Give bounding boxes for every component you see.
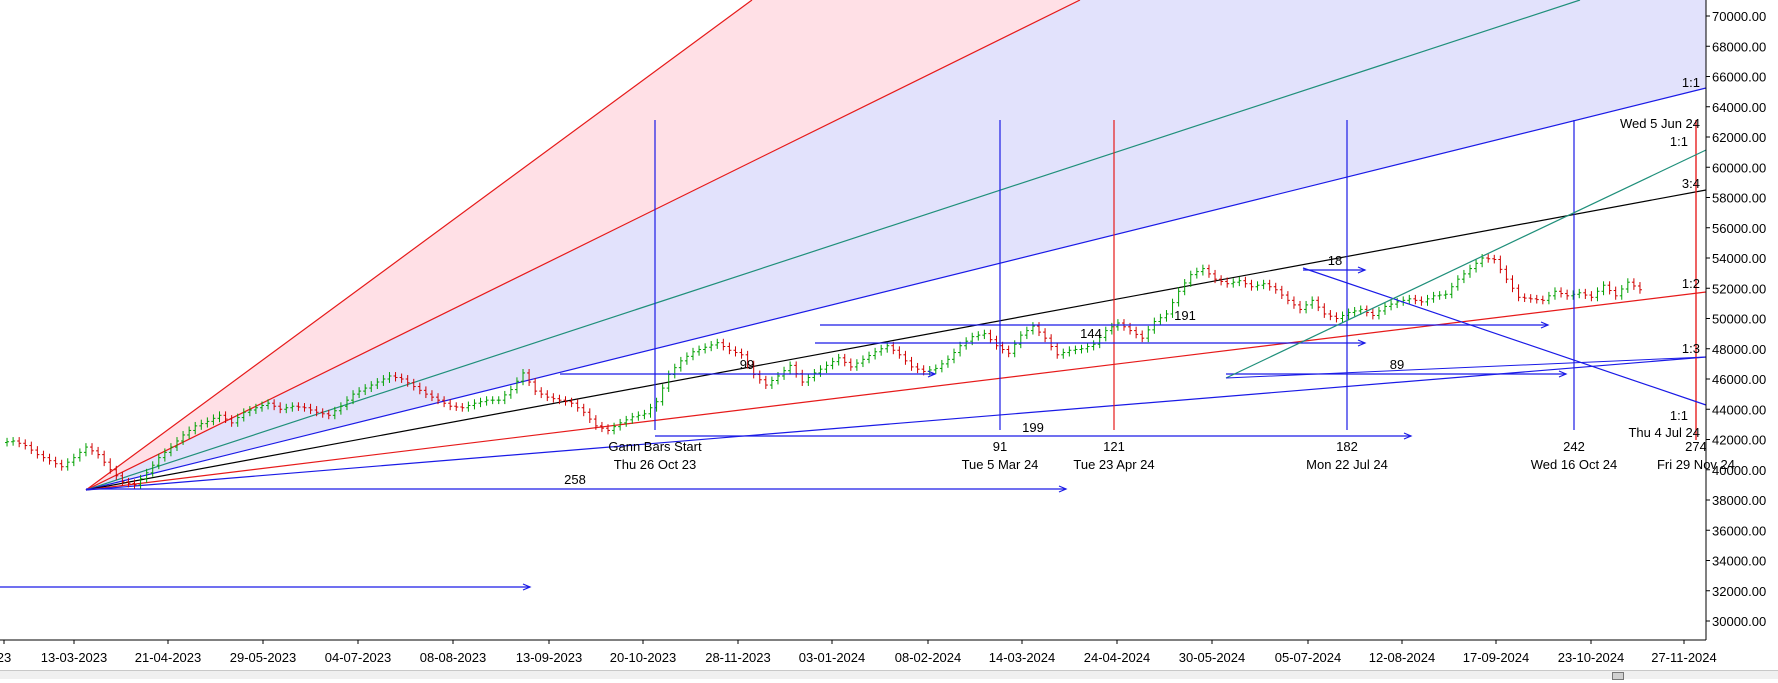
date-tick-label: 05-07-2024: [1275, 650, 1342, 665]
ratio-label: 1:2: [1682, 276, 1700, 291]
date-tick-label: 20-10-2023: [610, 650, 677, 665]
cycle-number-label: 91: [993, 439, 1007, 454]
cycle-number-label: Gann Bars Start: [608, 439, 702, 454]
cycle-date-label: Fri 29 Nov 24: [1657, 457, 1735, 472]
date-tick-label: 21-04-2023: [135, 650, 202, 665]
price-tick-label: 56000.00: [1712, 221, 1766, 236]
annotation-date: Thu 4 Jul 24: [1628, 425, 1700, 440]
date-tick-label: 29-05-2023: [230, 650, 297, 665]
price-tick-label: 66000.00: [1712, 70, 1766, 85]
ratio-label: 1:1: [1670, 408, 1688, 423]
cycle-number-label: 274: [1685, 439, 1707, 454]
cycle-date-label: Mon 22 Jul 24: [1306, 457, 1388, 472]
time-cycle-lines: [654, 120, 1697, 440]
fan-fill-blue: [86, 0, 1706, 490]
price-bars: [5, 254, 1642, 489]
price-tick-label: 34000.00: [1712, 554, 1766, 569]
count-arrow-191-head: [1540, 321, 1550, 329]
trend-line-down-blue: [1302, 267, 1707, 406]
trend-lines: [1225, 149, 1707, 406]
fan-line-1x3: [85, 356, 1707, 491]
ratio-label: 3:4: [1682, 176, 1700, 191]
trend-line-teal-channel: [1225, 149, 1707, 379]
cycle-number-label: 121: [1103, 439, 1125, 454]
price-tick-label: 40000.00: [1712, 463, 1766, 478]
cycle-date-label: Tue 23 Apr 24: [1073, 457, 1154, 472]
date-tick-label: 17-09-2024: [1463, 650, 1530, 665]
trend-line-low: [1225, 356, 1707, 379]
ratio-label: 1:1: [1682, 75, 1700, 90]
date-tick-label: 04-07-2023: [325, 650, 392, 665]
ratio-label: 1:3: [1682, 341, 1700, 356]
date-tick-label: 12-08-2024: [1369, 650, 1436, 665]
scrollbar-thumb[interactable]: [1612, 672, 1624, 680]
chart-labels: 258 199 99 144 191 18 89 Gann Bars Start Thu 26 …: [564, 75, 1735, 487]
price-tick-label: 60000.00: [1712, 160, 1766, 175]
count-label-191: 191: [1174, 308, 1196, 323]
fan-line-black: [85, 189, 1707, 491]
count-arrow-89-head: [1558, 370, 1568, 378]
price-tick-label: 68000.00: [1712, 39, 1766, 54]
date-tick-label: 13-09-2023: [516, 650, 583, 665]
date-tick-label: 28-11-2023: [705, 650, 771, 665]
count-label-89: 89: [1390, 357, 1404, 372]
fan-edge-red: [85, 0, 753, 491]
count-arrow-199-head: [1403, 432, 1413, 440]
date-axis[interactable]: 23 13-03-2023 21-04-2023 29-05-2023 04-07-20…: [0, 639, 1717, 665]
date-tick-label: 24-04-2024: [1084, 650, 1151, 665]
date-tick-label: 27-11-2024: [1651, 650, 1717, 665]
date-tick-label: 13-03-2023: [41, 650, 108, 665]
price-axis[interactable]: 30000.00 32000.00 34000.00 36000.00 38000.00…: [1705, 0, 1766, 640]
price-tick-label: 70000.00: [1712, 9, 1766, 24]
date-tick-label: 30-05-2024: [1179, 650, 1246, 665]
count-label-199: 199: [1022, 420, 1044, 435]
price-tick-label: 38000.00: [1712, 493, 1766, 508]
price-tick-label: 62000.00: [1712, 130, 1766, 145]
price-tick-label: 64000.00: [1712, 100, 1766, 115]
price-tick-label: 48000.00: [1712, 342, 1766, 357]
count-label-18: 18: [1328, 253, 1342, 268]
price-tick-label: 58000.00: [1712, 191, 1766, 206]
date-tick-label: 03-01-2024: [799, 650, 866, 665]
annotation-date: Wed 5 Jun 24: [1620, 116, 1700, 131]
cycle-date-label: Thu 26 Oct 23: [614, 457, 696, 472]
count-label-144: 144: [1080, 326, 1102, 341]
count-arrow-18-head: [1357, 266, 1367, 274]
price-tick-label: 30000.00: [1712, 614, 1766, 629]
date-tick-label: 23-10-2024: [1558, 650, 1625, 665]
count-label-99: 99: [740, 357, 754, 372]
fan-line-red-2x1: [85, 0, 1081, 491]
date-tick-label: 08-02-2024: [895, 650, 962, 665]
date-tick-label: 08-08-2023: [420, 650, 487, 665]
cycle-date-label: Tue 5 Mar 24: [962, 457, 1039, 472]
count-label-258: 258: [564, 472, 586, 487]
count-arrow-99-head: [927, 370, 937, 378]
price-tick-label: 52000.00: [1712, 281, 1766, 296]
price-tick-label: 42000.00: [1712, 433, 1766, 448]
price-tick-label: 54000.00: [1712, 251, 1766, 266]
cycle-number-label: 242: [1563, 439, 1585, 454]
cycle-number-label: 182: [1336, 439, 1358, 454]
price-tick-label: 36000.00: [1712, 523, 1766, 538]
date-tick-label: 23: [0, 650, 11, 665]
price-tick-label: 32000.00: [1712, 584, 1766, 599]
ratio-label: 1:1: [1670, 134, 1688, 149]
date-tick-label: 14-03-2024: [989, 650, 1056, 665]
cycle-date-label: Wed 16 Oct 24: [1531, 457, 1617, 472]
price-tick-label: 50000.00: [1712, 312, 1766, 327]
price-tick-label: 44000.00: [1712, 402, 1766, 417]
fan-line-1x1: [85, 87, 1707, 491]
count-arrows: [0, 266, 1568, 591]
count-arrow-144-head: [1357, 339, 1367, 347]
count-arrow-258-head: [1058, 485, 1068, 493]
count-arrow-lower-head: [522, 583, 532, 591]
price-tick-label: 46000.00: [1712, 372, 1766, 387]
